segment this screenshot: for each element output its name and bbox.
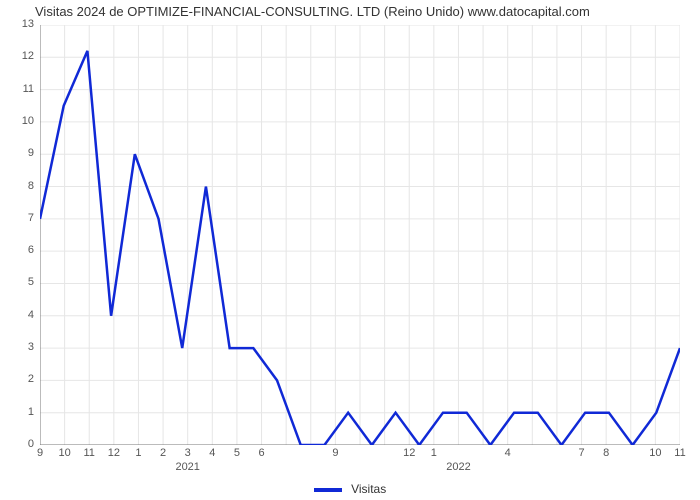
x-tick-label: 3 bbox=[185, 447, 191, 459]
x-tick-label: 8 bbox=[603, 447, 609, 459]
x-tick-label: 9 bbox=[37, 447, 43, 459]
y-tick-label: 6 bbox=[4, 244, 34, 256]
x-tick-label: 1 bbox=[431, 447, 437, 459]
y-tick-label: 2 bbox=[4, 373, 34, 385]
x-tick-label: 4 bbox=[505, 447, 511, 459]
y-tick-label: 5 bbox=[4, 276, 34, 288]
y-tick-label: 8 bbox=[4, 180, 34, 192]
x-tick-label: 2 bbox=[160, 447, 166, 459]
x-tick-label: 12 bbox=[403, 447, 415, 459]
x-tick-label: 9 bbox=[332, 447, 338, 459]
chart-title: Visitas 2024 de OPTIMIZE-FINANCIAL-CONSU… bbox=[35, 4, 590, 19]
x-tick-label: 6 bbox=[258, 447, 264, 459]
y-tick-label: 7 bbox=[4, 212, 34, 224]
y-tick-label: 3 bbox=[4, 341, 34, 353]
x-tick-label: 1 bbox=[135, 447, 141, 459]
chart-svg bbox=[40, 25, 680, 445]
x-year-label: 2021 bbox=[175, 461, 199, 473]
y-tick-label: 12 bbox=[4, 50, 34, 62]
x-year-label: 2022 bbox=[446, 461, 470, 473]
legend-swatch bbox=[314, 488, 342, 492]
y-tick-label: 13 bbox=[4, 18, 34, 30]
y-tick-label: 9 bbox=[4, 147, 34, 159]
x-tick-label: 10 bbox=[649, 447, 661, 459]
x-tick-label: 10 bbox=[58, 447, 70, 459]
legend: Visitas bbox=[0, 482, 700, 496]
legend-label: Visitas bbox=[351, 482, 386, 496]
x-tick-label: 7 bbox=[578, 447, 584, 459]
plot-area bbox=[40, 25, 680, 445]
chart-container: Visitas 2024 de OPTIMIZE-FINANCIAL-CONSU… bbox=[0, 0, 700, 500]
y-tick-label: 1 bbox=[4, 406, 34, 418]
y-tick-label: 11 bbox=[4, 83, 34, 95]
x-tick-label: 5 bbox=[234, 447, 240, 459]
y-tick-label: 10 bbox=[4, 115, 34, 127]
y-tick-label: 4 bbox=[4, 309, 34, 321]
x-tick-label: 11 bbox=[84, 447, 95, 459]
y-tick-label: 0 bbox=[4, 438, 34, 450]
x-tick-label: 11 bbox=[674, 447, 685, 459]
x-tick-label: 12 bbox=[108, 447, 120, 459]
x-tick-label: 4 bbox=[209, 447, 215, 459]
